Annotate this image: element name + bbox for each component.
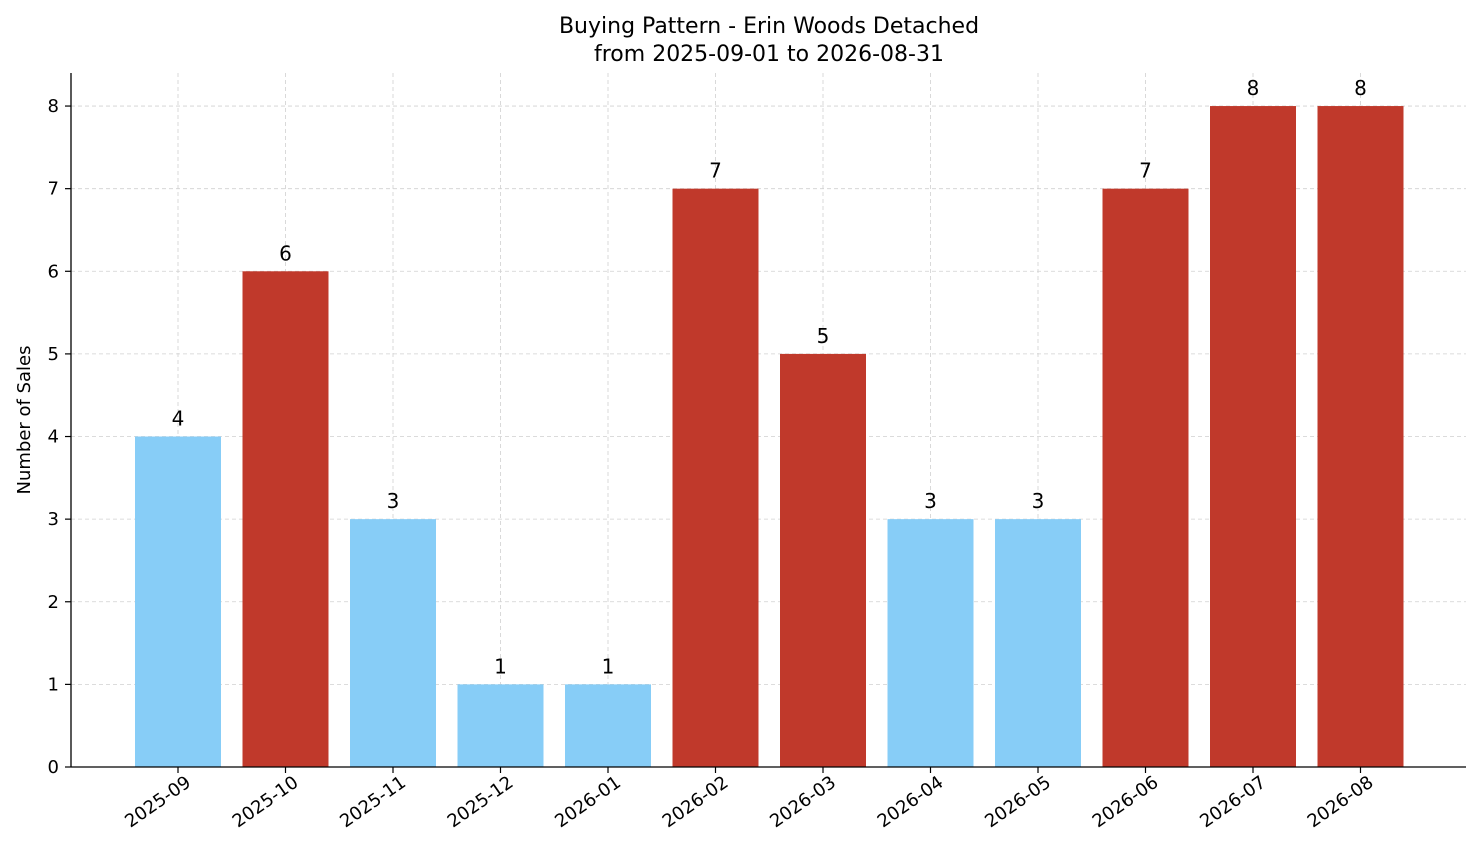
bar-value-label: 3 [924, 489, 937, 513]
bar [1210, 106, 1296, 768]
x-tick-label: 2026-04 [874, 772, 948, 832]
bar [565, 684, 651, 767]
y-axis-label: Number of Sales [14, 345, 35, 494]
x-tick-label: 2026-01 [551, 772, 625, 832]
bar-value-label: 8 [1354, 76, 1367, 100]
bar-value-label: 7 [709, 159, 722, 183]
bar [1102, 188, 1189, 767]
bar-value-label: 7 [1139, 159, 1152, 183]
x-tick-label: 2026-02 [659, 772, 733, 832]
x-tick-label: 2026-05 [981, 772, 1055, 832]
bar-value-label: 1 [602, 654, 615, 678]
bar-value-label: 8 [1247, 76, 1260, 100]
y-tick-label: 1 [48, 674, 59, 695]
x-tick-label: 2025-10 [229, 772, 303, 832]
bar [995, 519, 1081, 767]
x-tick-label: 2025-11 [336, 772, 410, 832]
y-tick-label: 7 [48, 179, 59, 200]
bar [350, 519, 436, 767]
bar-value-label: 6 [279, 241, 292, 265]
x-tick-label: 2025-09 [121, 772, 195, 832]
bar-value-label: 1 [494, 654, 507, 678]
y-tick-label: 3 [48, 509, 59, 530]
x-tick-label: 2026-03 [766, 772, 840, 832]
bar-value-label: 3 [1032, 489, 1045, 513]
y-tick-label: 5 [48, 344, 59, 365]
x-tick-label: 2026-07 [1196, 772, 1270, 832]
bar [1317, 106, 1404, 768]
x-tick-label: 2025-12 [444, 772, 518, 832]
bar [135, 436, 221, 767]
bar [780, 353, 866, 767]
bar [457, 684, 544, 767]
x-axis-ticks: 2025-09 2025-10 2025-11 2025-12 2026-01 2026-… [121, 767, 1377, 832]
y-tick-label: 0 [48, 757, 59, 778]
bar-value-label: 5 [817, 324, 830, 348]
y-tick-label: 6 [48, 261, 59, 282]
bars-group [135, 106, 1404, 768]
y-tick-label: 8 [48, 96, 59, 117]
x-tick-label: 2026-06 [1089, 772, 1163, 832]
bar-value-label: 3 [387, 489, 400, 513]
bar [672, 188, 759, 767]
y-tick-label: 4 [48, 427, 59, 448]
bar-value-label: 4 [172, 407, 185, 431]
y-tick-label: 2 [48, 592, 59, 613]
y-axis-ticks: 0 1 2 3 4 5 6 7 8 [48, 96, 71, 778]
bar [887, 519, 974, 767]
chart-subtitle: from 2025-09-01 to 2026-08-31 [594, 42, 944, 67]
x-tick-label: 2026-08 [1304, 772, 1378, 832]
chart-title: Buying Pattern - Erin Woods Detached [559, 14, 979, 39]
bar-value-labels: 4 6 3 1 1 7 5 3 3 7 8 8 [172, 76, 1367, 678]
bar [242, 271, 329, 767]
